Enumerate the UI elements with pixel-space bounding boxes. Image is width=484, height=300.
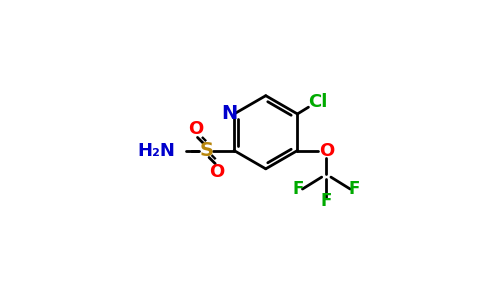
Text: H₂N: H₂N	[137, 142, 175, 160]
Text: O: O	[210, 164, 225, 181]
Text: S: S	[199, 141, 213, 160]
Text: F: F	[293, 180, 304, 198]
Text: O: O	[188, 120, 203, 138]
Text: F: F	[348, 180, 360, 198]
Text: F: F	[320, 192, 332, 210]
Text: Cl: Cl	[308, 93, 327, 111]
Text: O: O	[318, 142, 334, 160]
Text: N: N	[221, 104, 237, 124]
